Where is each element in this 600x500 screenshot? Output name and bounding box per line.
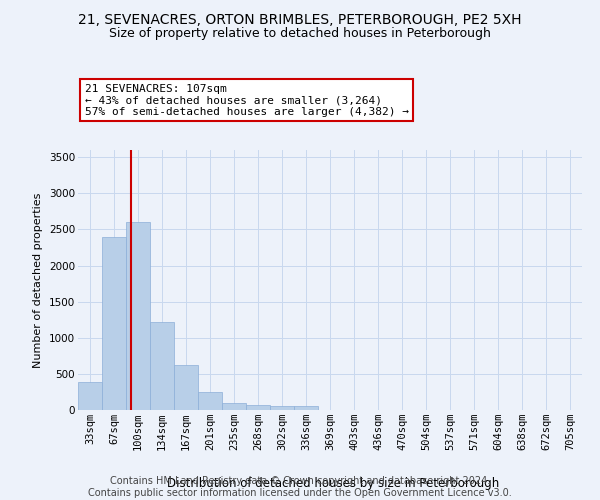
Bar <box>150 322 174 410</box>
Text: Distribution of detached houses by size in Peterborough: Distribution of detached houses by size … <box>167 477 499 490</box>
Bar <box>174 365 198 410</box>
Bar <box>102 236 126 410</box>
Bar <box>294 406 318 410</box>
Text: Size of property relative to detached houses in Peterborough: Size of property relative to detached ho… <box>109 28 491 40</box>
Bar <box>78 382 102 410</box>
Bar <box>270 406 294 410</box>
Bar <box>246 406 270 410</box>
Y-axis label: Number of detached properties: Number of detached properties <box>34 192 43 368</box>
Text: 21, SEVENACRES, ORTON BRIMBLES, PETERBOROUGH, PE2 5XH: 21, SEVENACRES, ORTON BRIMBLES, PETERBOR… <box>78 12 522 26</box>
Bar <box>126 222 150 410</box>
Bar <box>222 403 246 410</box>
Bar <box>198 392 222 410</box>
Text: Contains HM Land Registry data © Crown copyright and database right 2024.
Contai: Contains HM Land Registry data © Crown c… <box>88 476 512 498</box>
Text: 21 SEVENACRES: 107sqm
← 43% of detached houses are smaller (3,264)
57% of semi-d: 21 SEVENACRES: 107sqm ← 43% of detached … <box>85 84 409 116</box>
